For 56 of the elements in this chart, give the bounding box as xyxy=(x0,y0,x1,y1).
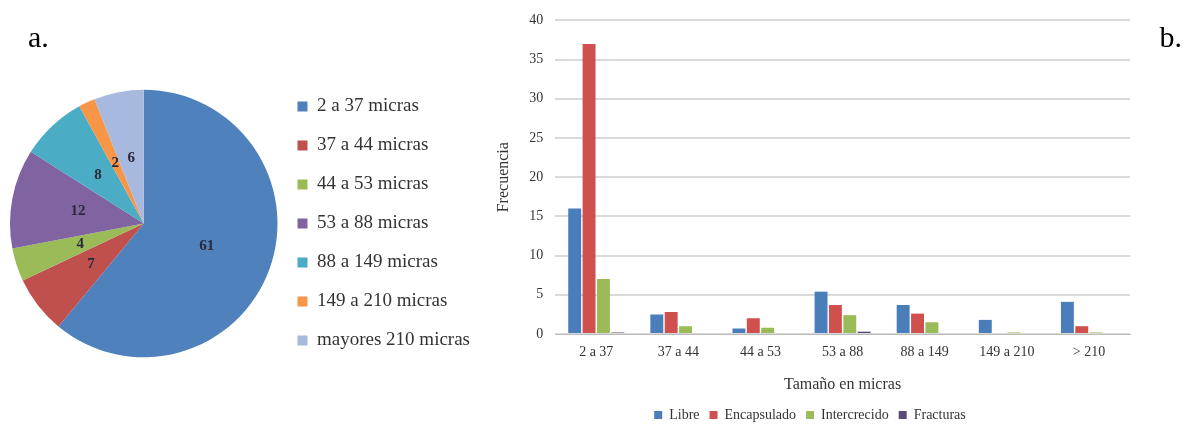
bar xyxy=(650,314,664,333)
text: a. xyxy=(28,19,49,53)
x-tick-label: 88 a 149 xyxy=(900,344,949,360)
legend-label: 2 a 37 micras xyxy=(316,94,419,116)
bar xyxy=(732,328,746,333)
bar xyxy=(664,312,678,333)
text: b. xyxy=(1159,19,1182,53)
y-tick-label: 15 xyxy=(529,208,544,224)
data-label: 6 xyxy=(127,148,136,165)
legend-label: 88 a 149 micras xyxy=(316,250,438,272)
y-tick-label: 30 xyxy=(529,90,544,106)
bar xyxy=(843,315,857,333)
y-axis-title: Frecuencia xyxy=(493,142,511,213)
bar xyxy=(814,291,828,333)
bar xyxy=(978,319,992,333)
data-label: 7 xyxy=(87,255,96,272)
bar xyxy=(568,208,582,333)
legend-label: 149 a 210 micras xyxy=(316,289,448,311)
bar xyxy=(1075,326,1089,333)
bar xyxy=(911,313,924,333)
data-label: 12 xyxy=(70,201,86,218)
y-tick-label: 35 xyxy=(529,51,544,67)
bar xyxy=(679,326,693,333)
data-label: 4 xyxy=(76,235,85,252)
legend-label: Libre xyxy=(669,406,700,422)
legend-label: 44 a 53 micras xyxy=(316,172,429,194)
data-label: 2 xyxy=(111,153,120,170)
bar xyxy=(761,327,775,333)
bar xyxy=(596,279,610,333)
bar xyxy=(925,322,939,333)
x-tick-label: 2 a 37 xyxy=(579,344,614,360)
legend-label: 37 a 44 micras xyxy=(316,133,429,155)
bar xyxy=(1060,301,1074,333)
x-tick-label: 44 a 53 xyxy=(739,344,782,360)
y-tick-label: 5 xyxy=(536,286,544,302)
x-tick-label: 53 a 88 xyxy=(821,344,864,360)
legend-label: Intercrecido xyxy=(821,406,889,422)
legend-label: Fracturas xyxy=(913,406,966,422)
y-tick-label: 0 xyxy=(536,325,544,341)
x-axis-title: Tamaño en micras xyxy=(784,374,902,392)
y-tick-label: 20 xyxy=(529,168,544,184)
data-label: 8 xyxy=(94,165,102,182)
x-tick-label: > 210 xyxy=(1072,344,1106,360)
x-tick-label: 149 a 210 xyxy=(979,344,1035,360)
legend-label: mayores 210 micras xyxy=(316,328,470,350)
legend-label: 53 a 88 micras xyxy=(316,211,429,233)
data-label: 61 xyxy=(199,237,215,254)
bar xyxy=(828,304,842,333)
bar xyxy=(896,304,910,333)
legend-label: Encapsulado xyxy=(724,406,797,422)
x-tick-label: 37 a 44 xyxy=(657,344,699,360)
y-tick-label: 25 xyxy=(529,129,544,145)
y-tick-label: 10 xyxy=(529,247,544,263)
bar xyxy=(582,43,596,333)
bar xyxy=(746,318,760,333)
y-tick-label: 40 xyxy=(529,12,544,28)
